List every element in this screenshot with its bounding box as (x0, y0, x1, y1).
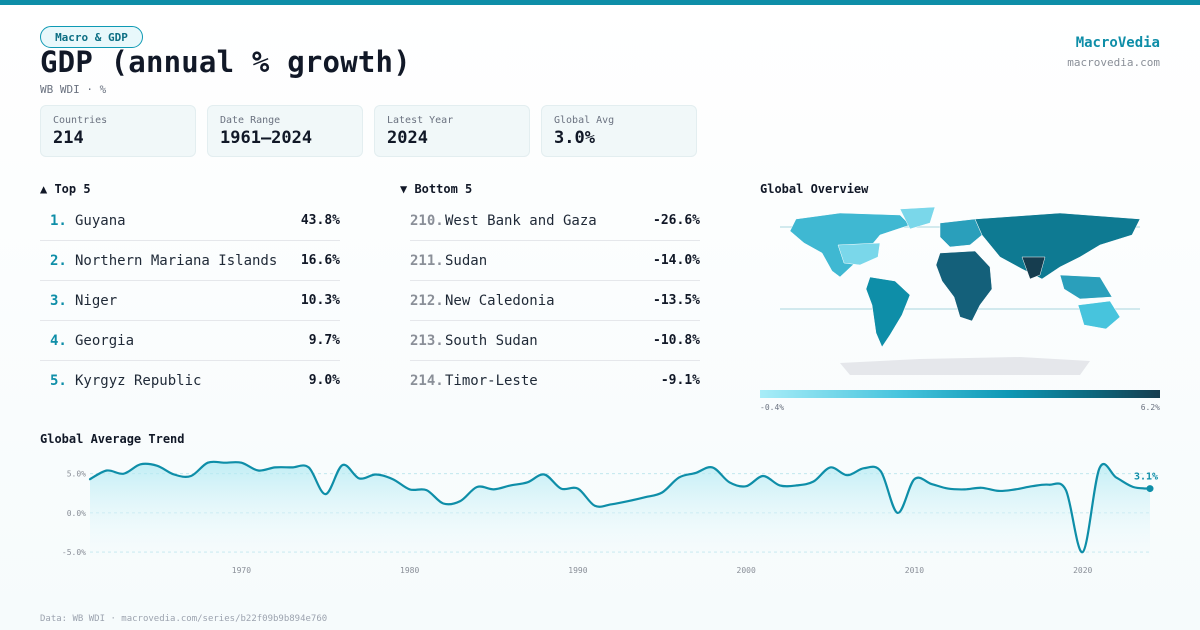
list-item[interactable]: 3. Niger 10.3% (40, 281, 340, 321)
x-tick-label: 1990 (568, 566, 587, 575)
map-region-asia[interactable] (974, 212, 1141, 280)
trend-line (88, 460, 1152, 554)
stat-value: 214 (53, 128, 84, 148)
map-color-scale (760, 390, 1160, 398)
country-name: Kyrgyz Republic (75, 373, 202, 389)
stat-label: Countries (53, 115, 108, 126)
growth-value: -10.8% (653, 333, 700, 348)
map-region-usa[interactable] (837, 242, 881, 266)
growth-value: -14.0% (653, 253, 700, 268)
rank-number: 3. (50, 293, 67, 309)
map-region-antarctica (840, 357, 1090, 375)
map-heading: Global Overview (760, 182, 869, 196)
country-name: Georgia (75, 333, 135, 349)
stat-value: 1961–2024 (220, 128, 313, 148)
stat-card-date-range: Date Range 1961–2024 (207, 105, 363, 157)
x-tick-label: 2020 (1073, 566, 1092, 575)
rank-number: 212. (410, 293, 444, 309)
stat-label: Date Range (220, 115, 281, 126)
map-region-australia[interactable] (1077, 300, 1121, 330)
list-item[interactable]: 1. Guyana 43.8% (40, 201, 340, 241)
y-tick-label: 0.0% (67, 509, 86, 518)
growth-value: 9.7% (308, 333, 340, 348)
map-region-greenland[interactable] (899, 206, 936, 230)
legend-min-label: -0.4% (760, 403, 785, 412)
stat-card-countries: Countries 214 (40, 105, 196, 157)
growth-value: 16.6% (300, 253, 340, 268)
stat-value: 2024 (387, 128, 428, 148)
growth-value: -13.5% (653, 293, 700, 308)
category-tag: Macro & GDP (40, 26, 143, 48)
list-item[interactable]: 210. West Bank and Gaza -26.6% (410, 201, 700, 241)
bottom-5-list: 210. West Bank and Gaza -26.6% 211. Suda… (410, 201, 700, 401)
stat-value: 3.0% (554, 128, 595, 148)
rank-number: 214. (410, 373, 444, 389)
x-tick-label: 1980 (400, 566, 419, 575)
trend-heading: Global Average Trend (40, 432, 185, 446)
top-5-heading: ▲ Top 5 (40, 182, 91, 196)
growth-value: 43.8% (300, 213, 340, 228)
rank-number: 213. (410, 333, 444, 349)
growth-value: 9.0% (308, 373, 340, 388)
brand-url[interactable]: macrovedia.com (1067, 56, 1160, 69)
rank-number: 210. (410, 213, 444, 229)
stat-card-global-avg: Global Avg 3.0% (541, 105, 697, 157)
country-name: Sudan (445, 253, 488, 269)
trend-area (90, 461, 1150, 556)
latest-point[interactable] (1146, 485, 1154, 493)
y-tick-label: 5.0% (67, 470, 86, 479)
map-region-africa[interactable] (935, 250, 993, 322)
rank-number: 211. (410, 253, 444, 269)
list-item[interactable]: 213. South Sudan -10.8% (410, 321, 700, 361)
list-item[interactable]: 211. Sudan -14.0% (410, 241, 700, 281)
latest-value-label: 3.1% (1134, 472, 1158, 483)
x-tick-label: 2000 (737, 566, 756, 575)
top-accent-bar (0, 0, 1200, 5)
list-item[interactable]: 5. Kyrgyz Republic 9.0% (40, 361, 340, 401)
x-tick-label: 1970 (232, 566, 251, 575)
page-title: GDP (annual % growth) (40, 45, 411, 79)
stat-label: Latest Year (387, 115, 454, 126)
rank-number: 1. (50, 213, 67, 229)
growth-value: -26.6% (653, 213, 700, 228)
country-name: Guyana (75, 213, 126, 229)
country-name: Northern Mariana Islands (75, 253, 278, 269)
map-region-india[interactable] (1021, 256, 1046, 280)
legend-max-label: 6.2% (1140, 403, 1160, 412)
rank-number: 5. (50, 373, 67, 389)
country-name: Timor-Leste (445, 373, 538, 389)
map-region-se-asia[interactable] (1059, 274, 1113, 300)
bottom-5-heading: ▼ Bottom 5 (400, 182, 473, 196)
page-subtitle: WB WDI · % (40, 83, 107, 96)
list-item[interactable]: 2. Northern Mariana Islands 16.6% (40, 241, 340, 281)
list-item[interactable]: 212. New Caledonia -13.5% (410, 281, 700, 321)
x-tick-label: 2010 (905, 566, 924, 575)
top-5-list: 1. Guyana 43.8% 2. Northern Mariana Isla… (40, 201, 340, 401)
world-choropleth-map[interactable] (760, 205, 1160, 380)
country-name: Niger (75, 293, 118, 309)
stat-label: Global Avg (554, 115, 615, 126)
footer-source: Data: WB WDI · macrovedia.com/series/b22… (40, 614, 328, 624)
y-tick-label: -5.0% (62, 548, 86, 557)
global-average-trend-chart[interactable]: 5.0% 0.0% -5.0% 1970 1980 1990 2000 2010 2020 3… (40, 450, 1170, 582)
map-region-south-america[interactable] (865, 276, 911, 348)
growth-value: 10.3% (300, 293, 340, 308)
list-item[interactable]: 4. Georgia 9.7% (40, 321, 340, 361)
country-name: New Caledonia (445, 293, 555, 309)
country-name: West Bank and Gaza (445, 213, 597, 229)
brand-name[interactable]: MacroVedia (1075, 35, 1160, 51)
growth-value: -9.1% (660, 373, 700, 388)
list-item[interactable]: 214. Timor-Leste -9.1% (410, 361, 700, 401)
country-name: South Sudan (445, 333, 538, 349)
rank-number: 4. (50, 333, 67, 349)
rank-number: 2. (50, 253, 67, 269)
map-region-europe[interactable] (939, 218, 983, 248)
stat-card-latest-year: Latest Year 2024 (374, 105, 530, 157)
